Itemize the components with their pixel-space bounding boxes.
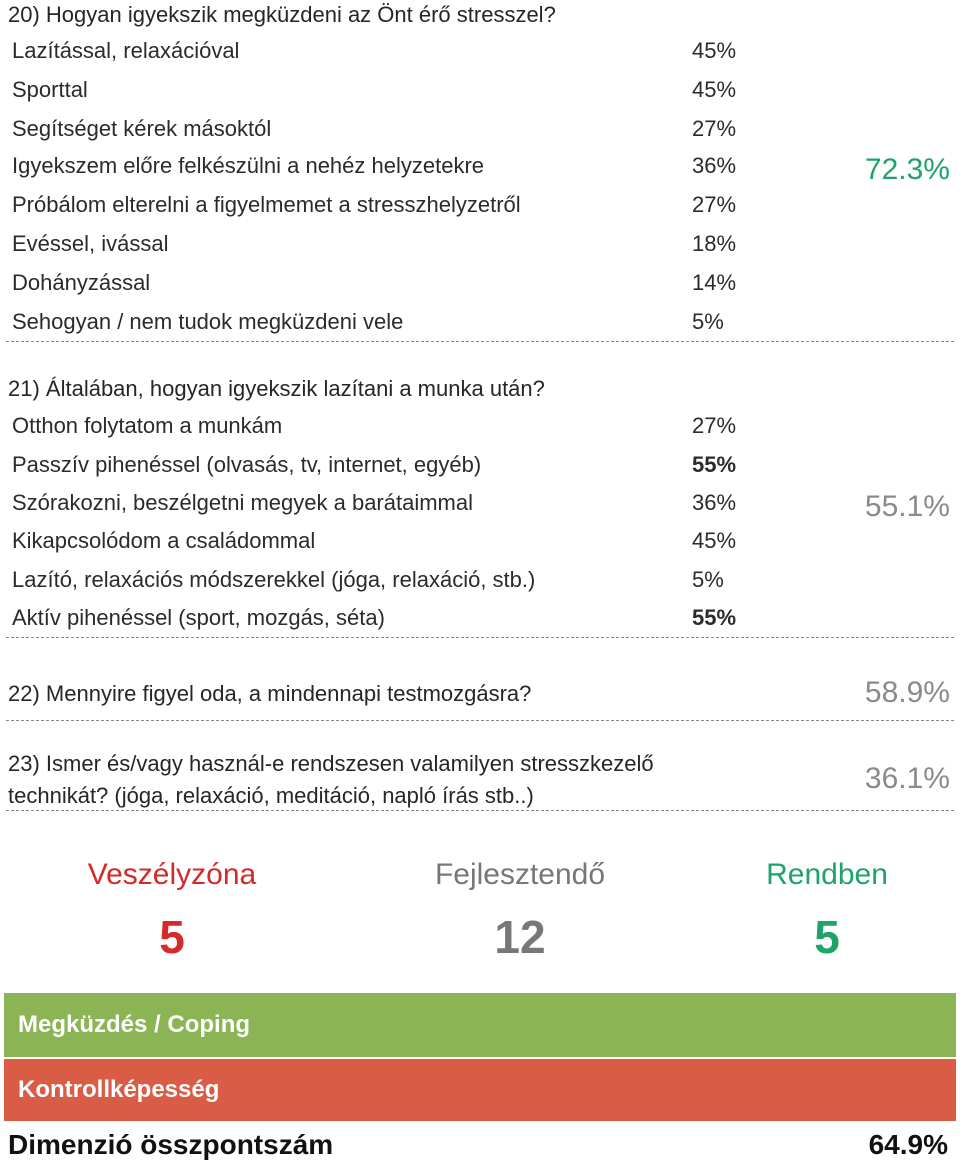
q20-option-pct: 18%	[692, 231, 737, 256]
divider	[6, 637, 954, 638]
q20-option-pct: 45%	[692, 38, 737, 63]
q23-title-line1: 23) Ismer és/vagy használ-e rendszesen v…	[8, 751, 654, 776]
control-bar: Kontrollképesség	[4, 1059, 956, 1121]
zone-improve-label: Fejlesztendő	[434, 858, 606, 891]
q20-option-pct: 14%	[692, 270, 737, 295]
total-label: Dimenzió összpontszám	[8, 1129, 334, 1160]
q20-option-label: Sehogyan / nem tudok megküzdeni vele	[12, 309, 404, 334]
q22-score: 58.9%	[864, 676, 950, 709]
q20-option-label: Dohányzással	[12, 270, 151, 295]
divider	[6, 720, 954, 721]
q21-option-label: Szórakozni, beszélgetni megyek a barátai…	[12, 490, 474, 515]
q20-title: 20) Hogyan igyekszik megküzdeni az Önt é…	[8, 2, 556, 27]
q20-option-pct: 27%	[692, 192, 737, 217]
zone-danger-count: 5	[159, 911, 185, 963]
coping-bar: Megküzdés / Coping	[4, 993, 956, 1057]
q21-option-pct: 45%	[692, 528, 737, 553]
q20-score: 72.3%	[864, 153, 950, 186]
q21-option-pct: 36%	[692, 490, 737, 515]
q21-option-label: Lazító, relaxációs módszerekkel (jóga, r…	[12, 567, 536, 592]
q21-option-pct: 5%	[692, 567, 724, 592]
q20-option-pct: 36%	[692, 153, 737, 178]
zone-ok-count: 5	[814, 911, 840, 963]
q21-option-label: Aktív pihenéssel (sport, mozgás, séta)	[12, 605, 385, 630]
divider	[6, 341, 954, 342]
q21-option-label: Kikapcsolódom a családommal	[12, 528, 316, 553]
zone-danger-label: Veszélyzóna	[87, 858, 257, 891]
q20-option-label: Próbálom elterelni a figyelmemet a stres…	[12, 192, 521, 217]
q22-title: 22) Mennyire figyel oda, a mindennapi te…	[8, 681, 532, 706]
zone-improve-count: 12	[494, 911, 546, 963]
q21-option-pct: 55%	[692, 452, 737, 477]
control-bar-label: Kontrollképesség	[18, 1076, 220, 1103]
q21-option-label: Otthon folytatom a munkám	[12, 413, 283, 438]
q20-option-label: Lazítással, relaxációval	[12, 38, 240, 63]
q20-option-pct: 45%	[692, 77, 737, 102]
q20-option-pct: 5%	[692, 309, 724, 334]
zone-ok-label: Rendben	[766, 858, 888, 891]
q20-option-label: Sporttal	[12, 77, 88, 102]
q23-score: 36.1%	[864, 762, 950, 795]
q21-score: 55.1%	[864, 490, 950, 523]
q20-option-label: Segítséget kérek másoktól	[12, 116, 272, 141]
q20-option-label: Igyekszem előre felkészülni a nehéz hely…	[12, 153, 485, 178]
q21-option-pct: 55%	[692, 605, 737, 630]
divider	[6, 810, 954, 811]
q21-option-label: Passzív pihenéssel (olvasás, tv, interne…	[12, 452, 482, 477]
coping-bar-label: Megküzdés / Coping	[18, 1011, 251, 1038]
q21-title: 21) Általában, hogyan igyekszik lazítani…	[8, 376, 545, 401]
q20-option-pct: 27%	[692, 116, 737, 141]
q20-option-label: Evéssel, ivással	[12, 231, 169, 256]
q21-option-pct: 27%	[692, 413, 737, 438]
q23-title-line2: technikát? (jóga, relaxáció, meditáció, …	[8, 783, 534, 808]
total-value: 64.9%	[868, 1129, 948, 1160]
